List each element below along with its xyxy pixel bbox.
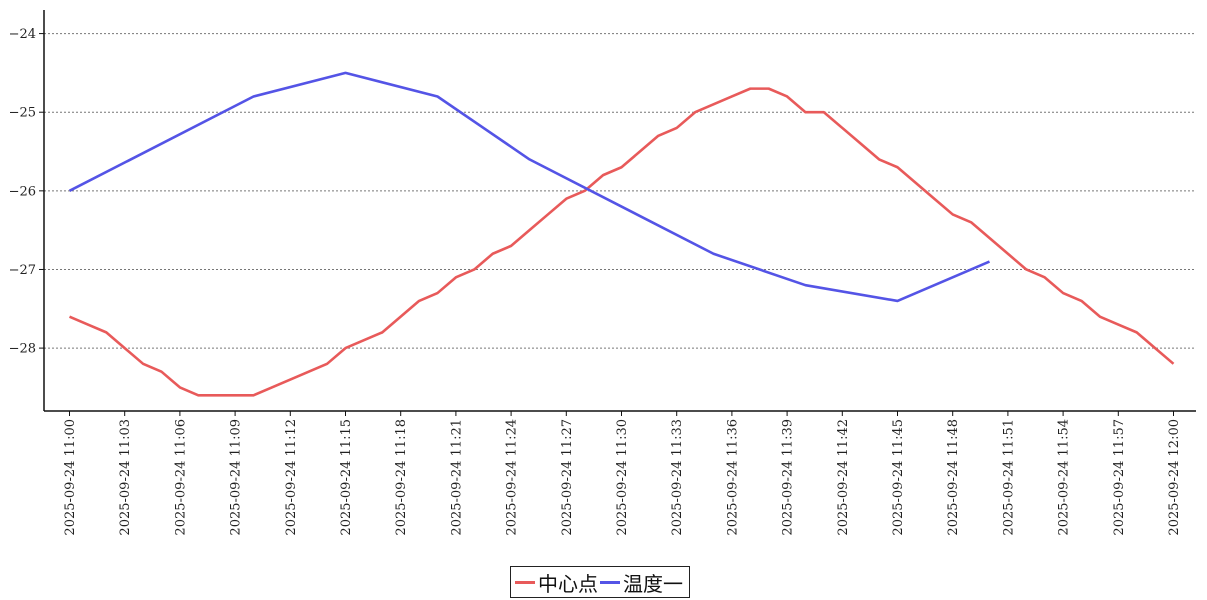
legend: 中心点 温度一 — [510, 566, 690, 598]
x-tick-label-3: 2025-09-24 11:09 — [229, 419, 244, 536]
x-tick-label-4: 2025-09-24 11:12 — [284, 419, 299, 536]
x-tick-label-0: 2025-09-24 11:00 — [63, 419, 78, 536]
y-tick-label-2: −26 — [9, 184, 36, 199]
x-tick-label-18: 2025-09-24 11:54 — [1057, 419, 1072, 536]
x-tick-label-14: 2025-09-24 11:42 — [836, 419, 851, 536]
series-line-1 — [68, 87, 1175, 397]
y-tick-label-4: −28 — [9, 342, 36, 357]
x-tick-label-11: 2025-09-24 11:33 — [670, 419, 685, 536]
grid-lines — [44, 33, 1196, 349]
y-ticks: −24 −25 −26 −27 −28 — [9, 27, 44, 357]
legend-item-series-1: 中心点 — [515, 568, 598, 597]
x-tick-label-5: 2025-09-24 11:15 — [339, 419, 354, 536]
x-tick-label-20: 2025-09-24 12:00 — [1167, 419, 1182, 536]
x-tick-label-6: 2025-09-24 11:18 — [394, 419, 409, 536]
legend-swatch-series-1 — [515, 580, 535, 584]
x-tick-label-13: 2025-09-24 11:39 — [781, 419, 796, 536]
legend-swatch-series-2 — [600, 580, 620, 584]
x-tick-label-19: 2025-09-24 11:57 — [1112, 419, 1127, 536]
x-tick-label-17: 2025-09-24 11:51 — [1001, 419, 1016, 536]
series — [68, 71, 1175, 397]
x-tick-label-15: 2025-09-24 11:45 — [891, 419, 906, 536]
y-tick-label-3: −27 — [9, 263, 36, 278]
axes — [43, 10, 1196, 412]
legend-label-series-1: 中心点 — [538, 571, 598, 596]
y-tick-label-0: −24 — [9, 27, 36, 42]
series-line-2 — [68, 71, 991, 303]
x-tick-label-10: 2025-09-24 11:30 — [615, 419, 630, 536]
y-tick-label-1: −25 — [9, 106, 36, 121]
x-tick-label-12: 2025-09-24 11:36 — [725, 419, 740, 536]
x-ticks: 2025-09-24 11:00 2025-09-24 11:03 2025-09-… — [63, 411, 1182, 536]
legend-item-series-2: 温度一 — [600, 568, 683, 597]
x-tick-label-16: 2025-09-24 11:48 — [946, 419, 961, 536]
x-tick-label-8: 2025-09-24 11:24 — [505, 419, 520, 536]
x-tick-label-1: 2025-09-24 11:03 — [118, 419, 133, 536]
x-tick-label-2: 2025-09-24 11:06 — [173, 419, 188, 536]
x-tick-label-9: 2025-09-24 11:27 — [560, 419, 575, 536]
legend-label-series-2: 温度一 — [623, 571, 683, 596]
x-tick-label-7: 2025-09-24 11:21 — [449, 419, 464, 536]
